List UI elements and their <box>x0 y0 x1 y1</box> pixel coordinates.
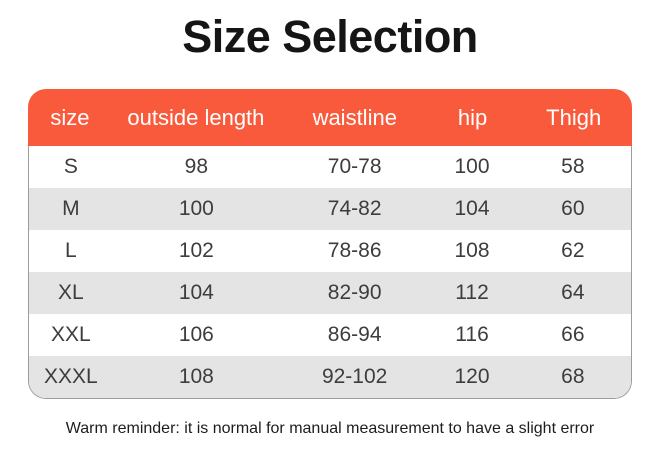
cell-outside-length: 100 <box>178 197 214 221</box>
table-row-xl: XL 104 82-90 112 64 <box>29 272 631 315</box>
cell-thigh: 66 <box>561 323 585 347</box>
size-table: size outside length waistline hip Thigh … <box>28 89 632 400</box>
cell-thigh: 62 <box>561 239 585 263</box>
warm-reminder-note: Warm reminder: it is normal for manual m… <box>65 420 595 438</box>
cell-outside-length: 106 <box>178 323 214 347</box>
cell-waistline: 70-78 <box>327 155 382 179</box>
cell-thigh: 58 <box>561 155 585 179</box>
cell-thigh: 60 <box>561 197 585 221</box>
cell-hip: 104 <box>454 197 490 221</box>
cell-hip: 116 <box>455 323 489 347</box>
cell-size: L <box>64 239 77 263</box>
cell-waistline: 82-90 <box>327 281 382 305</box>
cell-hip: 120 <box>454 365 490 389</box>
table-body: S 98 70-78 100 58 M 100 74-82 104 60 L 1… <box>28 146 632 400</box>
cell-waistline: 92-102 <box>321 365 388 389</box>
column-header-thigh: Thigh <box>546 104 602 130</box>
page-title: Size Selection <box>182 11 478 62</box>
cell-thigh: 64 <box>561 281 585 305</box>
table-row-xxxl: XXXL 108 92-102 120 68 <box>29 356 631 399</box>
table-row-s: S 98 70-78 100 58 <box>29 146 631 189</box>
cell-waistline: 78-86 <box>327 239 382 263</box>
column-header-size: size <box>50 104 90 130</box>
cell-size: S <box>63 155 78 179</box>
column-header-waistline: waistline <box>312 104 397 130</box>
cell-size: XXL <box>50 323 91 347</box>
cell-size: M <box>62 197 80 221</box>
column-header-outside-length: outside length <box>127 104 265 130</box>
cell-size: XXXL <box>43 365 98 389</box>
table-header-row: size outside length waistline hip Thigh <box>28 89 632 147</box>
cell-outside-length: 102 <box>178 239 214 263</box>
cell-hip: 100 <box>454 155 490 179</box>
cell-thigh: 68 <box>561 365 585 389</box>
cell-outside-length: 108 <box>178 365 214 389</box>
cell-size: XL <box>57 281 84 305</box>
table-row-l: L 102 78-86 108 62 <box>29 230 631 273</box>
cell-hip: 108 <box>454 239 490 263</box>
cell-waistline: 86-94 <box>327 323 382 347</box>
table-row-xxl: XXL 106 86-94 116 66 <box>29 314 631 357</box>
cell-outside-length: 104 <box>178 281 214 305</box>
column-header-hip: hip <box>457 104 488 130</box>
cell-hip: 112 <box>455 281 489 305</box>
table-row-m: M 100 74-82 104 60 <box>29 188 631 231</box>
cell-outside-length: 98 <box>184 155 209 179</box>
cell-waistline: 74-82 <box>327 197 382 221</box>
